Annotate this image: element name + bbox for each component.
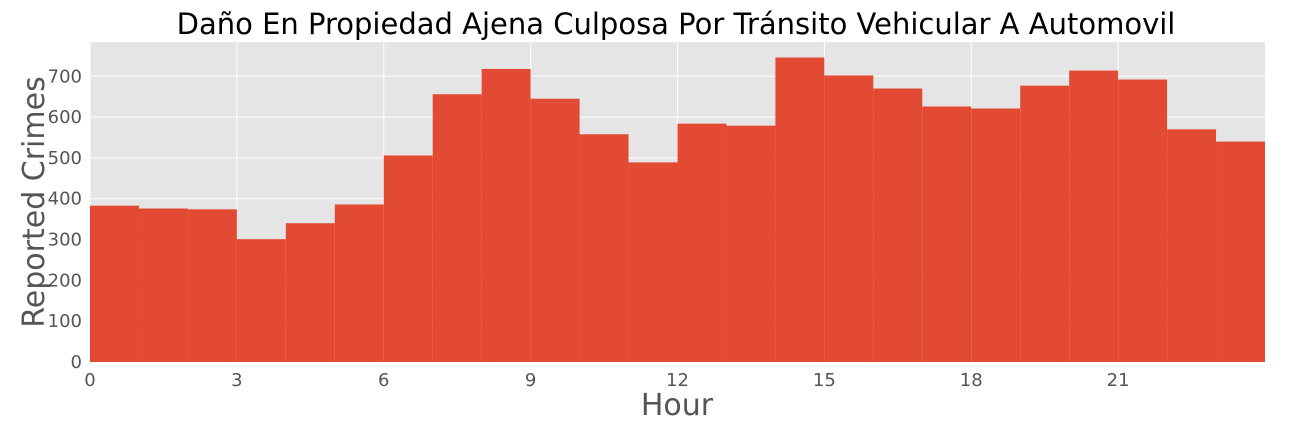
- bar-hour-13: [726, 125, 776, 363]
- bar-hour-15: [824, 75, 874, 362]
- bar-hour-21: [1118, 79, 1168, 362]
- y-axis-label: Reported Crimes: [17, 76, 52, 327]
- x-tick-label: 0: [84, 370, 95, 391]
- x-axis-label: Hour: [641, 388, 714, 423]
- y-tick-label: 0: [71, 352, 82, 373]
- x-tick-label: 3: [231, 370, 242, 391]
- chart-title: Daño En Propiedad Ajena Culposa Por Trán…: [177, 7, 1176, 41]
- bar-hour-3: [236, 239, 286, 362]
- bar-hour-6: [383, 155, 433, 362]
- x-tick-label: 12: [666, 370, 689, 391]
- y-tick-label: 100: [48, 311, 82, 332]
- bar-hour-16: [873, 88, 923, 362]
- bar-hour-22: [1167, 129, 1217, 362]
- x-tick-label: 15: [813, 370, 836, 391]
- x-tick-labels: 0 3 6 9 12 15 18 21: [84, 370, 1129, 391]
- bar-hour-19: [1020, 85, 1070, 363]
- x-tick-label: 18: [960, 370, 983, 391]
- y-tick-label: 700: [48, 66, 82, 87]
- bar-hour-12: [677, 123, 727, 362]
- bar-hour-0: [90, 205, 139, 362]
- bar-hour-1: [138, 208, 188, 362]
- bar-hour-4: [285, 223, 335, 362]
- bar-hour-11: [628, 162, 678, 362]
- bar-hour-10: [579, 134, 629, 362]
- bar-hour-8: [481, 68, 531, 362]
- y-tick-label: 400: [48, 189, 82, 210]
- x-tick-label: 21: [1107, 370, 1130, 391]
- bar-hour-18: [971, 108, 1021, 362]
- bar-hour-2: [187, 209, 237, 362]
- x-tick-label: 6: [378, 370, 389, 391]
- bar-hour-9: [530, 98, 580, 363]
- x-tick-label: 9: [525, 370, 536, 391]
- bar-hour-20: [1069, 70, 1119, 363]
- bar-hour-23: [1216, 141, 1265, 362]
- bars: [90, 57, 1265, 363]
- bar-hour-5: [334, 204, 384, 362]
- y-tick-label: 500: [48, 148, 82, 169]
- y-tick-labels: 0 100 200 300 400 500 600 700: [48, 66, 82, 373]
- bar-hour-14: [775, 57, 825, 363]
- bar-hour-17: [922, 106, 972, 362]
- y-tick-label: 300: [48, 230, 82, 251]
- y-tick-label: 200: [48, 270, 82, 291]
- bar-hour-7: [432, 94, 482, 362]
- y-tick-label: 600: [48, 107, 82, 128]
